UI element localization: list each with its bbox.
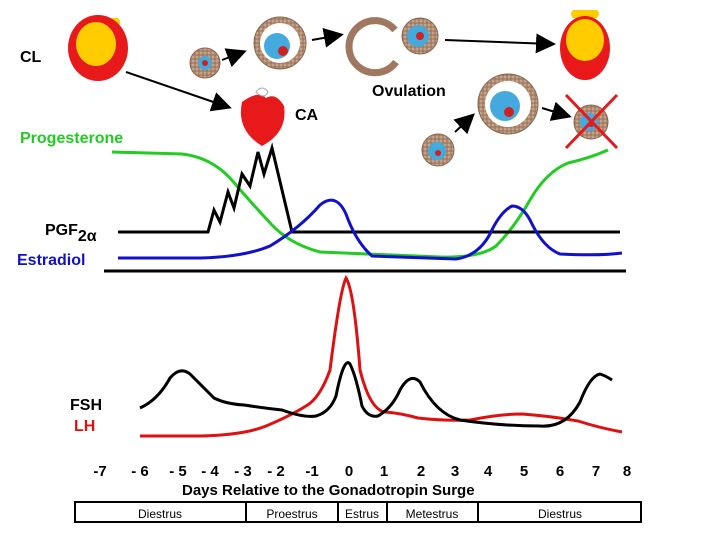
arrow: [444, 33, 556, 54]
x-tick-label: 2: [417, 463, 425, 480]
phase-bar: [74, 501, 642, 523]
phase-label: Metestrus: [406, 507, 459, 521]
pgf2a-curve: [118, 142, 620, 234]
phase-label: Proestrus: [266, 507, 317, 521]
corpus-luteum-icon: [560, 10, 610, 80]
x-tick-label: 6: [556, 463, 564, 480]
x-tick-label: 1: [380, 463, 388, 480]
phase-labels: Diestrus Proestrus Estrus Metestrus Diestrus: [138, 507, 582, 521]
x-tick-label: 5: [520, 463, 528, 480]
arrow: [541, 101, 572, 121]
follicle-icon: [477, 73, 539, 135]
arrow: [311, 27, 344, 48]
fsh-curve: [139, 361, 613, 428]
atretic-follicle-icon: [564, 93, 619, 150]
x-axis-title: Days Relative to the Gonadotropin Surge: [182, 482, 475, 499]
phase-label: Estrus: [345, 507, 379, 521]
arrow: [125, 71, 232, 112]
x-tick-label: - 2: [267, 463, 285, 480]
x-tick-label: 8: [623, 463, 631, 480]
phase-label: Diestrus: [538, 507, 582, 521]
fsh-label: FSH: [70, 397, 102, 414]
x-tick-label: 7: [592, 463, 600, 480]
x-tick-label: - 6: [131, 463, 149, 480]
x-tick-label: - 4: [201, 463, 219, 480]
x-axis-ticks: -7 - 6 - 5 - 4 - 3 - 2 -1 0 1 2 3 4 5 6 7 8: [93, 463, 631, 480]
follicle-icon: [421, 133, 455, 167]
x-tick-label: 0: [345, 463, 353, 480]
corpus-luteum-icon: [68, 15, 128, 81]
arrow: [221, 48, 247, 68]
arrow: [453, 113, 475, 135]
ovulation-label: Ovulation: [372, 83, 446, 100]
follicle-icon: [189, 47, 221, 79]
x-tick-label: 3: [451, 463, 459, 480]
phase-label: Diestrus: [138, 507, 182, 521]
corpus-albicans-icon: [240, 87, 285, 146]
x-tick-label: - 3: [234, 463, 252, 480]
follicle-icon: [253, 16, 307, 70]
ovulated-follicle-icon: [345, 17, 399, 77]
ca-label: CA: [295, 107, 319, 124]
cl-label: CL: [20, 49, 42, 66]
x-tick-label: - 5: [169, 463, 187, 480]
x-tick-label: -7: [93, 463, 106, 480]
estradiol-label: Estradiol: [17, 252, 85, 269]
x-tick-label: 4: [484, 463, 493, 480]
pgf2a-label: PGF2α: [45, 222, 97, 245]
estradiol-curve: [118, 198, 623, 261]
follicle-icon: [401, 17, 439, 55]
lh-curve: [140, 275, 623, 438]
lh-label: LH: [74, 418, 95, 435]
progesterone-label: Progesterone: [20, 130, 123, 147]
x-tick-label: -1: [305, 463, 318, 480]
